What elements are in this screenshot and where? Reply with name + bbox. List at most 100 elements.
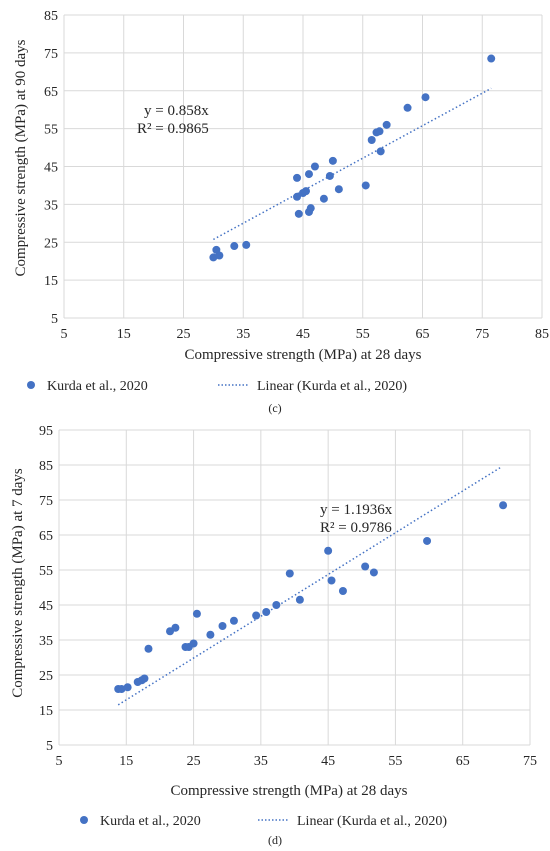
data-point — [294, 209, 303, 218]
data-point — [375, 127, 384, 136]
grid-d — [58, 429, 531, 746]
x-tick-label: 75 — [523, 754, 537, 769]
data-point — [487, 54, 496, 63]
data-point — [293, 173, 302, 182]
y-tick-label: 75 — [39, 494, 53, 509]
x-axis-title-c: Compressive strength (MPa) at 28 days — [184, 347, 421, 363]
y-ticks-d: 5 15 25 35 45 55 65 75 85 95 — [39, 424, 53, 754]
y-tick-label: 75 — [44, 47, 58, 62]
trendline — [117, 466, 503, 706]
data-point — [403, 103, 412, 112]
y-tick-label: 35 — [44, 198, 58, 213]
data-point — [293, 192, 302, 201]
data-point — [192, 609, 201, 618]
data-point — [334, 185, 343, 194]
trendline — [213, 87, 492, 241]
data-point — [171, 623, 180, 632]
x-tick-label: 35 — [236, 327, 250, 342]
y-tick-label: 25 — [39, 669, 53, 684]
points-c — [209, 54, 496, 262]
y-tick-label: 95 — [39, 424, 53, 439]
data-point — [361, 181, 370, 190]
y-ticks-c: 5 15 25 35 45 55 65 75 85 — [44, 9, 58, 327]
x-tick-label: 45 — [321, 754, 335, 769]
data-point — [301, 187, 310, 196]
data-point — [319, 194, 328, 203]
y-tick-label: 15 — [39, 704, 53, 719]
x-tick-label: 15 — [117, 327, 131, 342]
data-point — [361, 562, 370, 571]
data-point — [295, 595, 304, 604]
chart-d: 5 15 25 35 45 55 65 75 5 15 25 35 45 55 65 75 85 95 y = … — [10, 424, 537, 847]
data-point — [252, 611, 261, 620]
data-point — [285, 569, 294, 578]
chart-c: 5 15 25 35 45 55 65 75 85 5 15 25 35 45 55 65 75 85 y = … — [13, 9, 550, 415]
legend-series-label-c: Kurda et al., 2020 — [47, 379, 148, 394]
caption-c: (c) — [268, 401, 281, 415]
data-point — [123, 683, 132, 692]
trend-equation-c: y = 0.858x — [144, 103, 209, 119]
data-point — [423, 536, 432, 545]
legend-trend-label-c: Linear (Kurda et al., 2020) — [257, 379, 407, 394]
x-tick-label: 75 — [475, 327, 489, 342]
x-tick-label: 55 — [356, 327, 370, 342]
data-point — [324, 546, 333, 555]
data-point — [499, 501, 508, 510]
x-tick-label: 5 — [61, 327, 68, 342]
y-tick-label: 45 — [39, 599, 53, 614]
x-axis-title-d: Compressive strength (MPa) at 28 days — [170, 783, 407, 799]
caption-d: (d) — [268, 833, 282, 847]
y-tick-label: 65 — [44, 85, 58, 100]
y-tick-label: 15 — [44, 274, 58, 289]
legend-trend-label-d: Linear (Kurda et al., 2020) — [297, 814, 447, 829]
data-point — [229, 616, 238, 625]
trend-equation-d: y = 1.1936x — [320, 502, 393, 518]
y-tick-label: 35 — [39, 634, 53, 649]
data-point — [304, 170, 313, 179]
y-tick-label: 65 — [39, 529, 53, 544]
legend-marker-c — [27, 381, 35, 389]
x-tick-label: 5 — [56, 754, 63, 769]
y-tick-label: 5 — [51, 312, 58, 327]
data-point — [328, 156, 337, 165]
trendline-d — [117, 466, 503, 706]
data-point — [338, 587, 347, 595]
data-point — [215, 251, 224, 260]
data-point — [189, 639, 198, 648]
data-point — [272, 601, 281, 609]
x-ticks-c: 5 15 25 35 45 55 65 75 85 — [61, 327, 550, 342]
data-point — [230, 242, 239, 251]
data-point — [117, 685, 126, 693]
y-tick-label: 25 — [44, 236, 58, 251]
x-tick-label: 45 — [296, 327, 310, 342]
trendline-c — [213, 87, 492, 241]
y-tick-label: 55 — [44, 123, 58, 138]
data-point — [140, 674, 149, 683]
legend-marker-d — [80, 816, 88, 824]
data-point — [421, 93, 430, 102]
trend-r2-d: R² = 0.9786 — [320, 520, 392, 536]
data-point — [262, 608, 271, 616]
data-point — [369, 568, 378, 577]
legend-series-label-d: Kurda et al., 2020 — [100, 814, 201, 829]
x-tick-label: 25 — [177, 327, 191, 342]
data-point — [327, 576, 336, 585]
x-tick-label: 85 — [535, 327, 549, 342]
data-point — [206, 630, 215, 639]
y-axis-title-d: Compressive strength (MPa) at 7 days — [10, 468, 26, 698]
data-point — [367, 135, 376, 144]
data-point — [376, 147, 385, 156]
x-tick-label: 35 — [254, 754, 268, 769]
y-tick-label: 45 — [44, 161, 58, 176]
y-tick-label: 85 — [39, 459, 53, 474]
data-point — [242, 240, 251, 249]
data-point — [382, 120, 391, 129]
y-tick-label: 55 — [39, 564, 53, 579]
data-point — [310, 162, 319, 171]
points-d — [114, 501, 508, 693]
x-tick-label: 65 — [456, 754, 470, 769]
x-tick-label: 55 — [388, 754, 402, 769]
x-tick-label: 65 — [416, 327, 430, 342]
x-tick-label: 15 — [119, 754, 133, 769]
grid-c — [63, 14, 543, 319]
